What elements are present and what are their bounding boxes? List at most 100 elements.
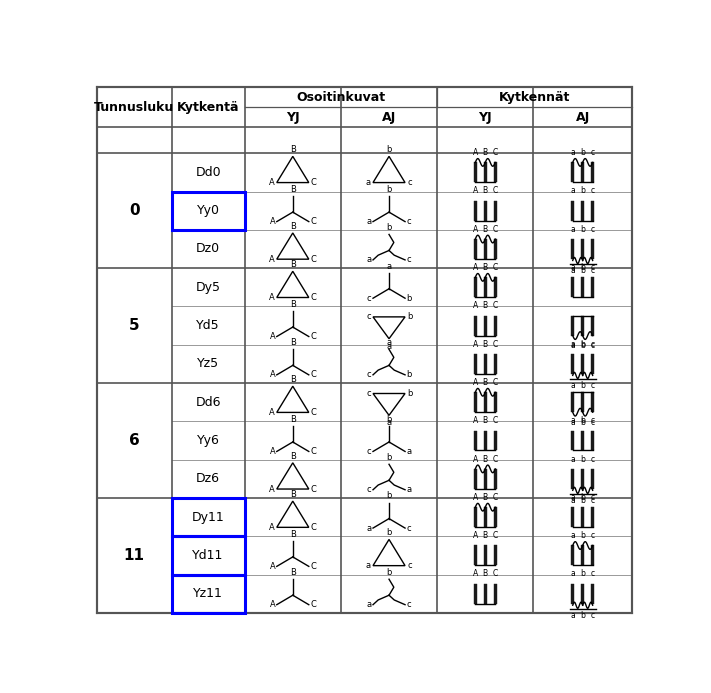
Bar [572, 545, 574, 565]
Bar [494, 392, 496, 412]
Text: b: b [580, 493, 585, 502]
Text: B: B [483, 378, 488, 387]
Text: A: A [269, 370, 275, 379]
Bar [484, 545, 486, 565]
Bar [592, 315, 594, 335]
Text: A: A [473, 455, 478, 464]
Text: C: C [493, 301, 498, 310]
Bar [582, 162, 584, 182]
Text: c: c [367, 485, 372, 494]
Text: c: c [591, 381, 594, 390]
Text: Dd6: Dd6 [196, 396, 221, 409]
Bar [582, 315, 584, 335]
Bar [494, 430, 496, 450]
Text: a: a [570, 225, 575, 234]
Text: Kytkentä: Kytkentä [177, 100, 240, 114]
Text: B: B [483, 263, 488, 272]
Bar [484, 162, 486, 182]
Text: b: b [386, 185, 392, 194]
Text: Dd0: Dd0 [196, 166, 221, 179]
Bar [474, 277, 476, 297]
Text: c: c [367, 294, 372, 303]
Text: a: a [407, 447, 412, 456]
Text: a: a [387, 338, 392, 347]
Text: a: a [365, 178, 371, 187]
Bar [572, 162, 574, 182]
Text: a: a [387, 419, 392, 428]
Text: c: c [591, 225, 594, 234]
Text: Dy5: Dy5 [196, 281, 220, 294]
Bar [171, 498, 245, 536]
Text: c: c [591, 340, 594, 349]
Text: B: B [290, 490, 296, 499]
Bar [484, 392, 486, 412]
Text: b: b [386, 415, 392, 424]
Text: B: B [290, 568, 296, 577]
Text: c: c [591, 531, 594, 540]
Text: c: c [591, 611, 594, 620]
Bar [572, 354, 574, 374]
Text: Tunnusluku: Tunnusluku [94, 100, 174, 114]
Text: c: c [407, 600, 411, 609]
Text: A: A [269, 562, 275, 571]
Bar [582, 584, 584, 604]
Text: b: b [580, 611, 585, 620]
Bar [592, 545, 594, 565]
Bar [494, 315, 496, 335]
Text: a: a [570, 416, 575, 426]
Text: a: a [570, 531, 575, 540]
Bar [474, 201, 476, 220]
Text: B: B [290, 146, 296, 154]
Text: A: A [473, 225, 478, 234]
Text: b: b [580, 531, 585, 540]
Text: c: c [591, 570, 594, 579]
Bar [582, 392, 584, 412]
Text: a: a [366, 600, 372, 609]
Text: B: B [290, 185, 296, 194]
Text: C: C [311, 523, 317, 532]
Text: A: A [269, 332, 275, 341]
Text: B: B [483, 570, 488, 579]
Bar [592, 469, 594, 489]
Text: c: c [407, 217, 411, 226]
Text: C: C [493, 263, 498, 272]
Bar [494, 239, 496, 259]
Text: AJ: AJ [576, 111, 590, 123]
Text: b: b [580, 263, 585, 272]
Text: YJ: YJ [286, 111, 299, 123]
Text: B: B [290, 452, 296, 461]
Text: Osoitinkuvat: Osoitinkuvat [296, 91, 385, 103]
Text: C: C [493, 531, 498, 540]
Bar [582, 545, 584, 565]
Text: c: c [407, 256, 411, 265]
Text: b: b [386, 223, 392, 232]
Text: a: a [366, 217, 372, 226]
Text: a: a [407, 485, 412, 494]
Text: B: B [290, 529, 296, 538]
Bar [171, 191, 245, 230]
Text: A: A [473, 148, 478, 157]
Bar [484, 239, 486, 259]
Bar [572, 507, 574, 527]
Text: B: B [290, 260, 296, 269]
Bar [474, 162, 476, 182]
Text: B: B [483, 148, 488, 157]
Text: a: a [570, 341, 575, 350]
Text: b: b [580, 148, 585, 157]
Text: B: B [483, 186, 488, 195]
Text: B: B [483, 225, 488, 234]
Text: a: a [570, 496, 575, 505]
Bar [484, 584, 486, 604]
Text: Yd11: Yd11 [193, 549, 224, 562]
Text: Dy11: Dy11 [192, 511, 225, 524]
Text: A: A [473, 416, 478, 426]
Text: a: a [366, 256, 372, 265]
Text: a: a [387, 261, 392, 270]
Text: C: C [493, 225, 498, 234]
Bar [474, 354, 476, 374]
Text: AJ: AJ [382, 111, 396, 123]
Text: C: C [310, 332, 316, 341]
Text: C: C [311, 255, 317, 264]
Bar [484, 430, 486, 450]
Text: C: C [311, 408, 317, 417]
